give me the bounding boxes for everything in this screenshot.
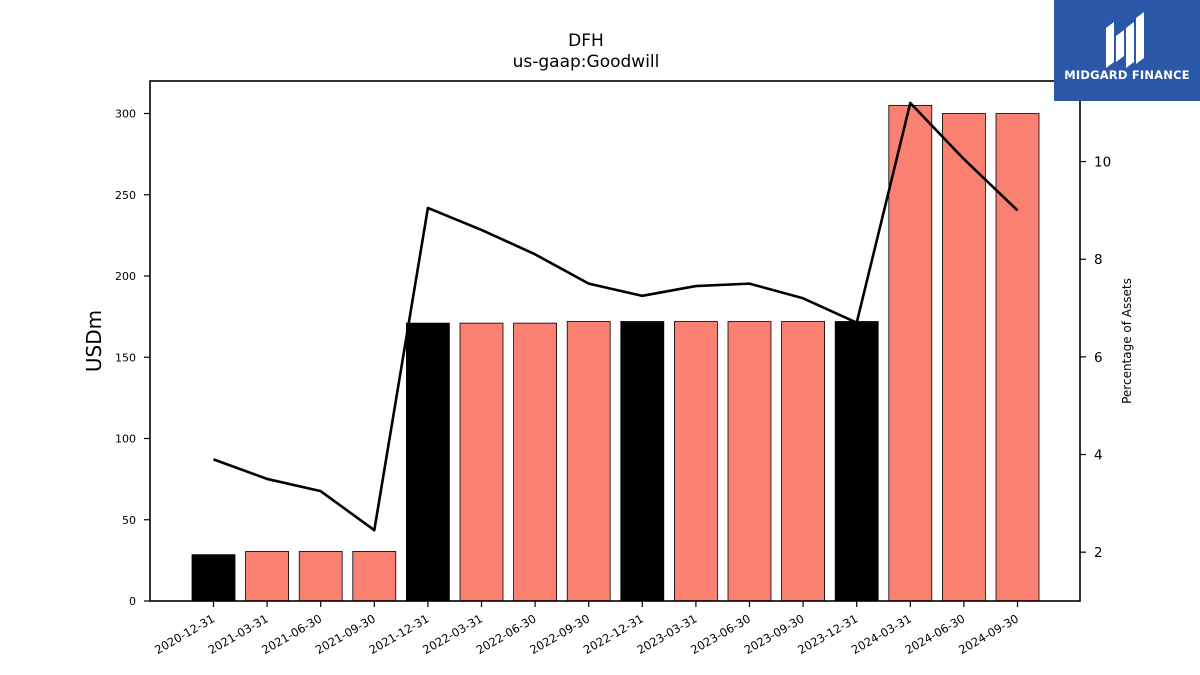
bar — [942, 113, 986, 602]
bar — [245, 551, 290, 602]
y2-tick-label: 4 — [1094, 448, 1103, 464]
logo-background — [1054, 0, 1200, 101]
y2-tick-label: 6 — [1094, 350, 1103, 366]
x-tick-label: 2022-06-30 — [474, 611, 539, 657]
bar — [191, 554, 236, 602]
y-axis-label: USDm — [82, 310, 106, 372]
chart-subtitle: us-gaap:Goodwill — [512, 52, 660, 72]
bar — [352, 551, 397, 602]
bar — [995, 113, 1040, 602]
x-tick-label: 2020-12-31 — [152, 611, 217, 657]
plot-frame — [149, 80, 1081, 602]
logo-text: MIDGARD FINANCE — [1064, 68, 1190, 82]
x-tick-label: 2022-09-30 — [527, 611, 592, 657]
x-tick-label: 2022-03-31 — [420, 611, 485, 657]
x-tick-label: 2023-03-31 — [635, 611, 700, 657]
percentage-line — [213, 101, 1019, 532]
x-tick-label: 2023-12-31 — [795, 611, 860, 657]
bar — [566, 321, 611, 602]
y-tick-label: 200 — [115, 270, 136, 283]
y2-axis-label: Percentage of Assets — [1120, 278, 1134, 404]
y2-tick-label: 10 — [1094, 155, 1111, 171]
bar — [888, 104, 933, 602]
x-tick-label: 2021-06-30 — [259, 611, 324, 657]
y-tick-label: 300 — [115, 108, 136, 121]
y2-tick-label: 2 — [1094, 545, 1103, 561]
bar — [674, 321, 718, 602]
chart-title: DFH — [568, 31, 604, 51]
bar — [298, 551, 343, 602]
x-tick-label: 2021-12-31 — [367, 611, 432, 657]
bar — [405, 322, 450, 602]
bar — [727, 321, 772, 602]
y-tick-label: 250 — [115, 189, 136, 202]
x-tick-label: 2021-09-30 — [313, 611, 378, 657]
x-tick-label: 2022-12-31 — [581, 611, 646, 657]
bar — [513, 322, 557, 602]
x-tick-label: 2023-09-30 — [742, 611, 807, 657]
bar — [781, 321, 825, 602]
bar — [620, 321, 665, 602]
bar — [459, 322, 504, 602]
bar — [834, 321, 879, 602]
x-tick-label: 2023-06-30 — [688, 611, 753, 657]
x-tick-label: 2021-03-31 — [206, 611, 271, 657]
y-tick-label: 100 — [115, 433, 136, 446]
y-tick-label: 0 — [129, 595, 136, 608]
logo-mark-icon — [1106, 12, 1144, 68]
y-tick-label: 150 — [115, 351, 136, 364]
midgard-finance-logo: MIDGARD FINANCE — [1054, 0, 1200, 101]
y2-tick-label: 8 — [1094, 252, 1103, 268]
y-tick-label: 50 — [122, 514, 136, 527]
x-tick-label: 2024-03-31 — [849, 611, 914, 657]
x-tick-label: 2024-09-30 — [956, 611, 1021, 657]
x-tick-label: 2024-06-30 — [903, 611, 968, 657]
